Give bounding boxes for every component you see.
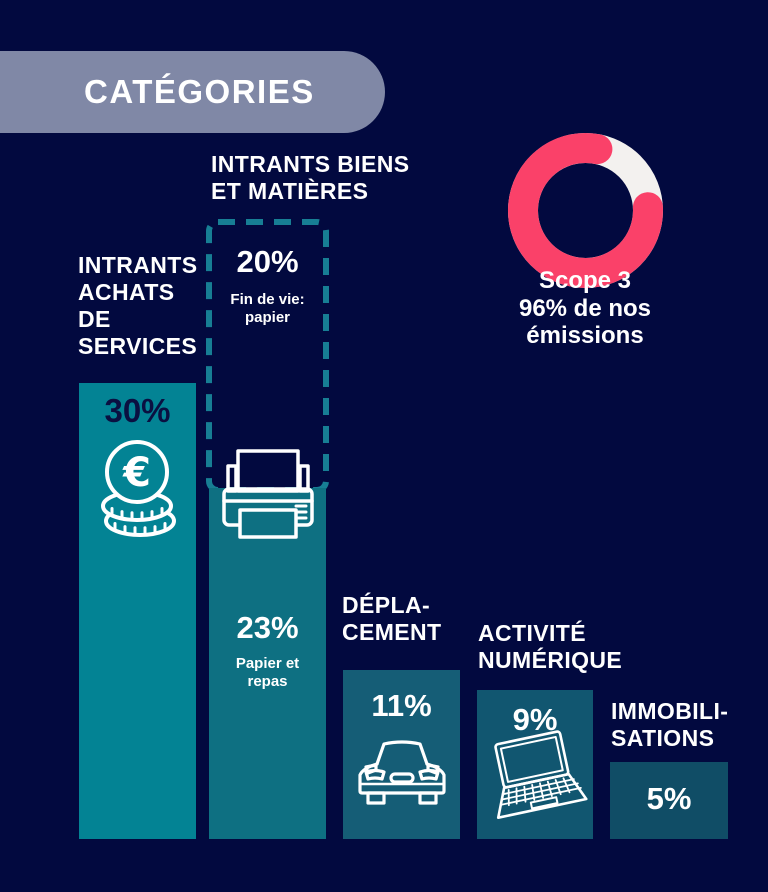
page-title: CATÉGORIES — [84, 73, 315, 110]
label-intrants-services: INTRANTS ACHATS DE SERVICES — [78, 252, 198, 359]
bar-immobilisations: 5% — [610, 762, 728, 839]
title-banner: CATÉGORIES — [0, 51, 385, 133]
value-9: 9% — [512, 702, 558, 737]
bar-numerique: 9% — [477, 690, 593, 839]
scope-donut-chart — [508, 132, 663, 288]
value-11: 11% — [371, 688, 432, 723]
value-20: 20% — [236, 244, 299, 279]
laptop-icon — [494, 730, 588, 820]
scope-label: Scope 3 96% de nos émissions — [518, 267, 652, 349]
printer-icon — [222, 449, 314, 539]
euro-coins-icon: € — [101, 440, 176, 537]
label-immobilisations: IMMOBILI- SATIONS — [611, 698, 729, 751]
bar-deplacement: 11% — [343, 670, 460, 839]
value-5: 5% — [646, 781, 692, 816]
donut-scope3-segment — [508, 132, 663, 288]
caption-papier-repas: Papier et repas — [235, 655, 300, 690]
svg-text:€: € — [122, 450, 151, 496]
bar-biens: 23% Papier et repas — [209, 488, 326, 839]
label-intrants-biens: INTRANTS BIENS ET MATIÈRES — [211, 151, 410, 204]
caption-fin-de-vie: Fin de vie: papier — [230, 291, 305, 326]
label-deplacement: DÉPLA- CEMENT — [342, 592, 442, 645]
label-activite-numerique: ACTIVITÉ NUMÉRIQUE — [478, 620, 623, 673]
value-23: 23% — [236, 610, 299, 645]
dashed-segment-content: 20% Fin de vie: papier — [209, 222, 326, 327]
value-30: 30% — [104, 392, 171, 429]
car-icon — [358, 740, 446, 805]
